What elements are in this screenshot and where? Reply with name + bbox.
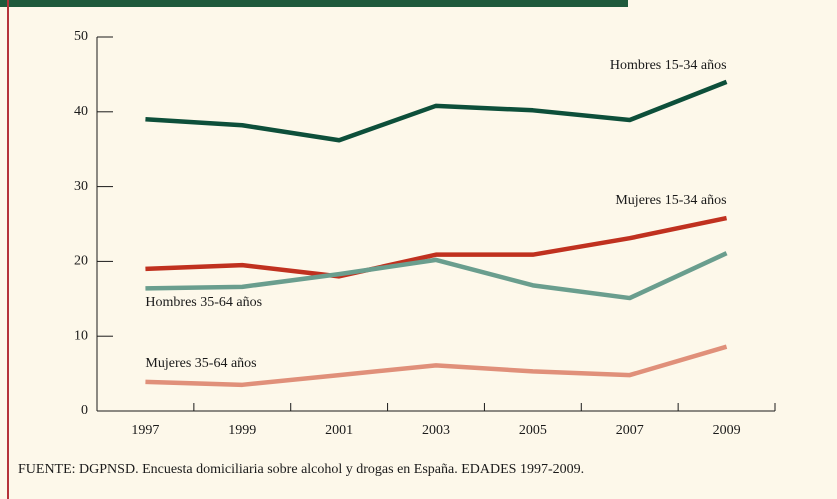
series-line — [145, 251, 728, 301]
y-tick-label: 20 — [74, 254, 88, 269]
x-tick-label: 1997 — [131, 423, 159, 438]
y-tick-label: 30 — [74, 179, 88, 194]
series-label: Mujeres 35-64 años — [145, 356, 256, 371]
series-line — [145, 344, 728, 388]
x-tick-label: 2009 — [713, 423, 741, 438]
series-label: Mujeres 15-34 años — [615, 193, 726, 208]
y-tick-label: 10 — [74, 328, 88, 343]
series-line — [145, 215, 728, 279]
x-tick-label: 2005 — [519, 423, 547, 438]
x-tick-label: 2003 — [422, 423, 450, 438]
series-label: Hombres 35-64 años — [145, 295, 262, 310]
header-bar — [0, 0, 628, 7]
y-tick-label: 0 — [81, 403, 88, 418]
x-tick-label: 1999 — [228, 423, 256, 438]
x-tick-label: 2007 — [616, 423, 644, 438]
y-tick-label: 50 — [74, 29, 88, 44]
series-label: Hombres 15-34 años — [610, 58, 727, 73]
series-line — [145, 79, 728, 143]
source-note: FUENTE: DGPNSD. Encuesta domiciliaria so… — [18, 462, 584, 477]
y-tick-label: 40 — [74, 104, 88, 119]
x-tick-label: 2001 — [325, 423, 353, 438]
